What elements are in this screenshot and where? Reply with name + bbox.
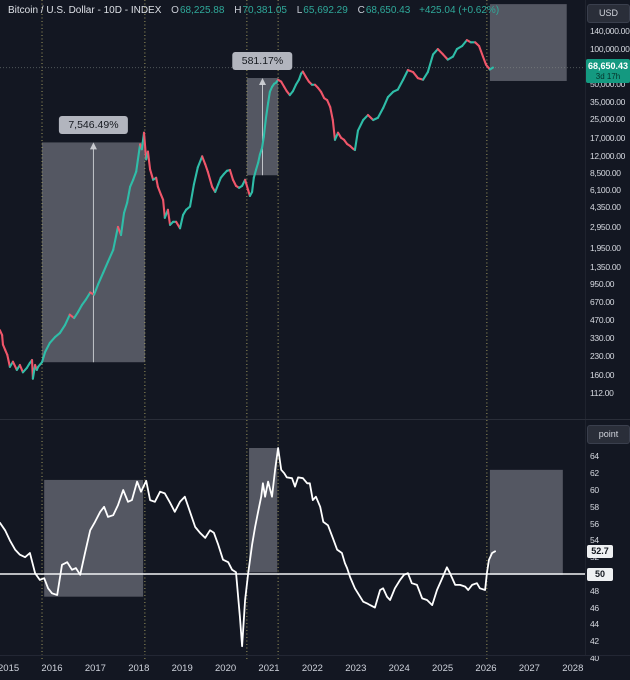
price-axis-label: 12,000.00: [590, 150, 626, 161]
oscillator-axis-label: 42: [590, 636, 599, 647]
point-unit-button[interactable]: point: [587, 425, 630, 444]
price-axis-label: 1,350.00: [590, 261, 621, 272]
time-axis-year-label: 2028: [562, 663, 584, 674]
midline-level-badge: 50: [587, 567, 613, 581]
price-axis-label: 112.00: [590, 387, 614, 398]
currency-unit-button[interactable]: USD: [587, 4, 630, 23]
range-percent-label[interactable]: 7,546.49%: [59, 116, 128, 135]
price-axis-label: 25,000.00: [590, 113, 626, 124]
oscillator-axis[interactable]: point 52.7 50 646260585654524846444240: [586, 420, 630, 663]
low-value: 65,692.29: [303, 5, 348, 16]
oscillator-axis-label: 64: [590, 451, 599, 462]
price-axis-label: 35,000.00: [590, 96, 626, 107]
oscillator-axis-label: 60: [590, 485, 599, 495]
price-axis-label: 160.00: [590, 369, 615, 380]
oscillator-axis-label: 62: [590, 468, 599, 479]
time-axis-year-label: 2018: [128, 663, 150, 674]
time-axis-year-label: 2015: [0, 663, 20, 674]
axis-separator: [585, 0, 586, 655]
bar-countdown: 3d 17h: [595, 71, 621, 81]
price-series[interactable]: [0, 39, 494, 380]
time-axis-year-label: 2021: [258, 663, 280, 674]
price-axis-label: 470.00: [590, 315, 615, 326]
oscillator-value-badge: 52.7: [587, 544, 613, 558]
price-axis-label: 330.00: [590, 333, 615, 344]
price-axis-label: 1,950.00: [590, 243, 621, 254]
highlight-box[interactable]: [489, 469, 563, 575]
close-value: 68,650.43: [365, 5, 411, 16]
time-axis[interactable]: 2015 2016 2017 2018 2019 2020 2021 2022 2023 2024…: [0, 655, 630, 680]
range-arrow-up-icon: [258, 78, 266, 86]
time-axis-year-label: 2024: [388, 663, 410, 674]
time-axis-year-label: 2020: [215, 663, 237, 674]
time-axis-year-label: 2022: [301, 663, 323, 674]
price-axis-label: 17,000.00: [590, 133, 626, 144]
high-value: 70,381.05: [242, 5, 287, 16]
oscillator-axis-label: 54: [590, 535, 599, 546]
range-arrow-up-icon: [89, 142, 97, 150]
time-axis-year-label: 2026: [475, 663, 497, 674]
highlight-boxes[interactable]: [42, 4, 567, 597]
price-axis-label: 140,000.00: [590, 26, 630, 37]
close-label: C: [357, 5, 365, 16]
high-label: H: [234, 5, 242, 16]
time-axis-year-label: 2016: [41, 663, 63, 674]
low-label: L: [296, 5, 303, 16]
time-axis-year-label: 2023: [345, 663, 367, 674]
oscillator-axis-label: 46: [590, 602, 599, 613]
range-percent-label[interactable]: 581.17%: [232, 52, 293, 71]
change-value: +425.04 (+0.62%): [419, 5, 500, 16]
time-axis-year-label: 2019: [171, 663, 193, 674]
symbol-title: Bitcoin / U.S. Dollar - 10D - INDEX: [8, 5, 162, 16]
price-axis-label: 50,000.00: [590, 78, 626, 89]
price-axis-label: 950.00: [590, 279, 615, 290]
last-price-value: 68,650.43: [587, 60, 629, 71]
price-axis-label: 2,950.00: [590, 222, 621, 233]
time-axis-year-label: 2027: [518, 663, 540, 674]
highlight-box[interactable]: [249, 448, 278, 573]
oscillator-axis-label: 44: [590, 619, 599, 630]
price-axis-label: 230.00: [590, 351, 615, 362]
symbol-legend[interactable]: Bitcoin / U.S. Dollar - 10D - INDEX O68,…: [8, 5, 499, 16]
time-axis-year-label: 2017: [84, 663, 106, 674]
oscillator-axis-label: 56: [590, 518, 599, 529]
highlight-box[interactable]: [489, 4, 567, 81]
open-value: 68,225.88: [179, 5, 225, 16]
price-axis-label: 6,100.00: [590, 185, 621, 196]
oscillator-axis-label: 48: [590, 585, 599, 596]
time-axis-year-label: 2025: [432, 663, 454, 674]
oscillator-axis-label: 58: [590, 501, 599, 512]
price-axis-label: 100,000.00: [590, 43, 630, 54]
oscillator-line[interactable]: [0, 447, 497, 648]
price-axis-label: 4,350.00: [590, 202, 621, 213]
price-axis[interactable]: USD 68,650.43 3d 17h 140,000.00 100,000.0…: [586, 0, 630, 419]
price-axis-label: 8,500.00: [590, 168, 621, 179]
pane-divider[interactable]: [0, 419, 630, 420]
price-axis-label: 670.00: [590, 297, 615, 308]
oscillator-axis-label: 40: [590, 653, 599, 663]
open-label: O: [171, 5, 179, 16]
last-price-badge: 68,650.43 3d 17h: [586, 58, 630, 83]
